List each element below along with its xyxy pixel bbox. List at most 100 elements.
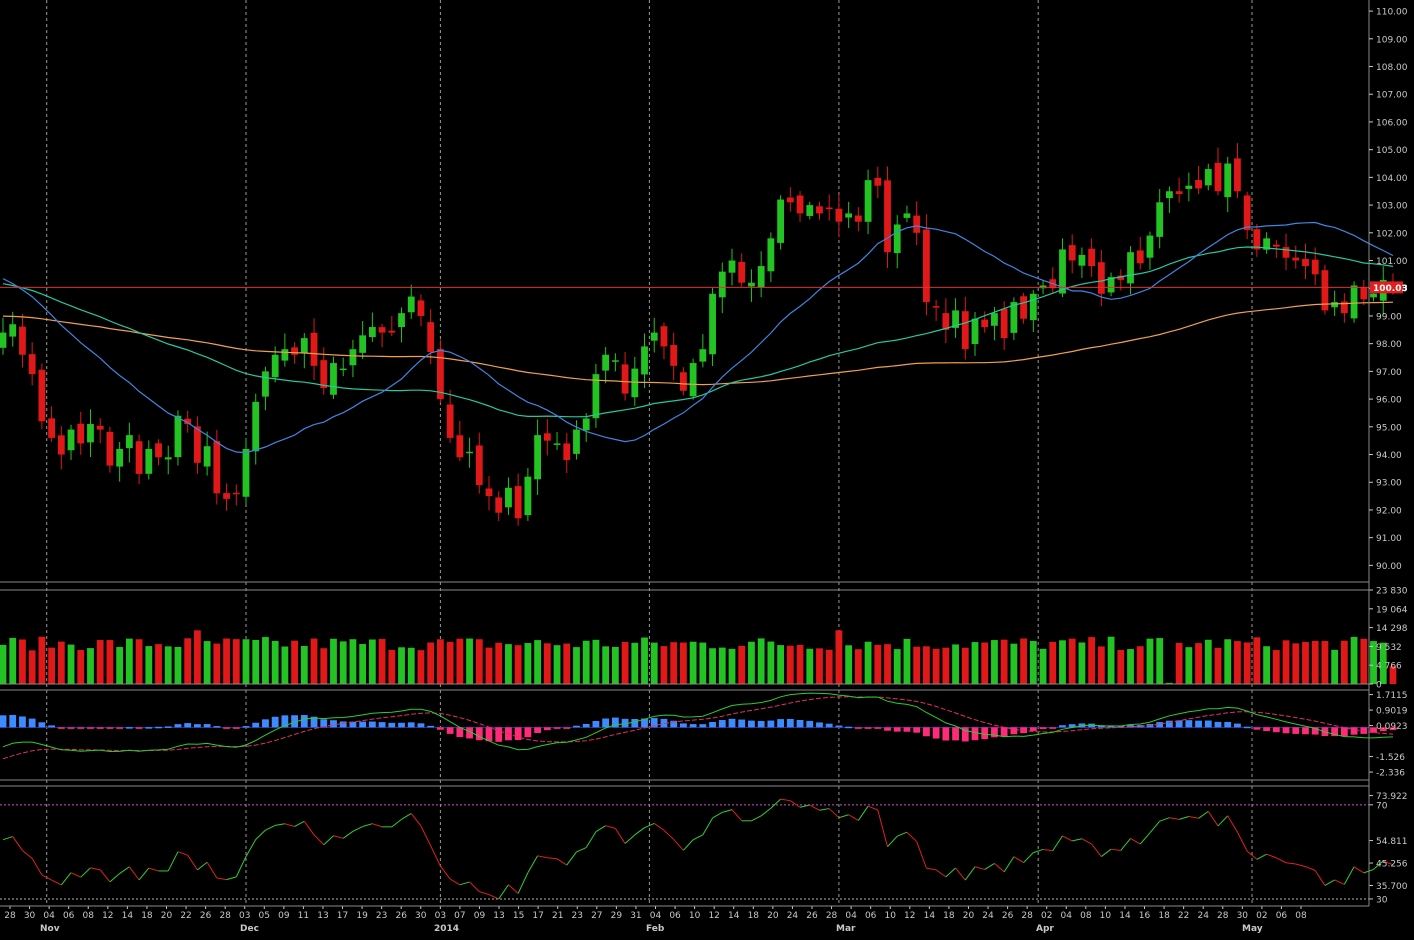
macd-histogram-bar: [650, 718, 658, 728]
y-tick-label: 95.00: [1376, 423, 1402, 433]
volume-bar: [1272, 650, 1280, 684]
volume-bar: [971, 642, 979, 684]
macd-histogram-bar: [602, 718, 610, 728]
y-tick-label: 92.00: [1376, 506, 1402, 516]
rsi-segment: [1042, 848, 1053, 852]
candle-body: [1068, 245, 1076, 261]
candle-body: [767, 238, 775, 272]
volume-bar: [456, 638, 464, 684]
macd-histogram-bar: [359, 721, 367, 728]
x-tick-label: 13: [493, 911, 504, 921]
candle-body: [48, 418, 55, 438]
x-tick-label: 30: [1237, 911, 1249, 921]
volume-bar: [689, 641, 697, 684]
rsi-segment: [148, 867, 159, 872]
macd-histogram-bar: [466, 727, 473, 739]
x-tick-label: 28: [826, 911, 838, 921]
macd-histogram-bar: [573, 725, 580, 728]
volume-bar: [116, 647, 124, 684]
volume-bar: [0, 644, 7, 684]
rsi-segment: [722, 809, 733, 813]
macd-histogram-bar: [1185, 720, 1193, 728]
macd-histogram-bar: [786, 718, 794, 728]
volume-bar: [232, 639, 240, 684]
rsi-segment: [362, 823, 373, 828]
candle-body: [514, 486, 522, 519]
volume-bar: [786, 645, 794, 684]
rsi-segment: [547, 857, 558, 860]
candle-body: [1136, 250, 1144, 264]
volume-bar: [1331, 649, 1339, 684]
y-tick-label: 98.00: [1376, 340, 1402, 350]
candle-body: [971, 318, 979, 345]
x-tick-label: 09: [474, 911, 486, 921]
rsi-segment: [877, 809, 889, 847]
x-month-label: Nov: [40, 924, 60, 934]
macd-panel: 1.7115 0.9019 0.0923 -1.526 -2.336: [0, 691, 1408, 779]
rsi-segment: [245, 839, 257, 857]
rsi-segment: [99, 869, 111, 883]
macd-tick-label: 0.0923: [1376, 722, 1408, 732]
volume-bar: [903, 638, 911, 684]
macd-histogram-bar: [1311, 727, 1319, 735]
rsi-segment: [1111, 848, 1121, 851]
volume-bar: [563, 643, 571, 684]
macd-histogram-bar: [1214, 721, 1222, 728]
volume-bar: [641, 637, 648, 684]
x-tick-label: 18: [748, 911, 760, 921]
rsi-segment: [1217, 815, 1229, 827]
candle-body: [223, 493, 230, 499]
volume-bar: [1302, 641, 1309, 684]
macd-histogram-bar: [310, 716, 318, 728]
macd-histogram-bar: [961, 727, 969, 742]
last-price-label: 100.03: [1373, 284, 1408, 294]
volume-tick-label: 14 298: [1376, 624, 1408, 634]
y-tick-label: 104.00: [1376, 174, 1408, 184]
volume-bar: [631, 642, 639, 684]
candle-body: [1175, 191, 1183, 194]
volume-bar: [884, 644, 891, 684]
volume-bar: [466, 638, 473, 684]
x-tick-label: 14: [122, 911, 134, 921]
candle-body: [670, 345, 678, 366]
rsi-segment: [342, 830, 354, 839]
rsi-segment: [138, 867, 150, 881]
rsi-segment: [673, 839, 684, 851]
candle-body: [718, 271, 726, 298]
macd-histogram-bar: [398, 722, 405, 728]
candle-body: [680, 372, 687, 391]
macd-histogram-bar: [388, 722, 396, 728]
candle-body: [1097, 262, 1105, 294]
macd-histogram-bar: [874, 727, 882, 729]
volume-bar: [1321, 641, 1329, 684]
macd-histogram-bar: [1000, 727, 1008, 737]
candle-body: [845, 213, 853, 218]
macd-histogram-bar: [1234, 723, 1241, 728]
x-tick-label: 19: [356, 911, 368, 921]
candle-body: [981, 319, 989, 328]
rsi-segment: [12, 836, 23, 851]
macd-histogram-bar: [893, 727, 901, 732]
volume-bar: [495, 642, 503, 684]
x-tick-label: 02: [1041, 911, 1052, 921]
volume-bar: [728, 648, 736, 684]
candle-body: [1185, 185, 1193, 189]
candle-body: [728, 260, 736, 273]
candle-body: [1146, 235, 1154, 258]
volume-bar: [368, 639, 376, 684]
candle-body: [164, 457, 172, 460]
x-tick-label: 24: [982, 911, 994, 921]
rsi-segment: [31, 858, 43, 876]
x-month-label: May: [1242, 924, 1263, 934]
macd-histogram-bar: [903, 727, 911, 732]
rsi-segment: [809, 804, 820, 811]
x-month-label: Feb: [646, 924, 665, 934]
macd-histogram-bar: [670, 720, 678, 728]
candle-body: [9, 324, 17, 337]
rsi-segment: [1023, 852, 1034, 863]
candle-body: [903, 213, 911, 218]
rsi-segment: [313, 834, 325, 846]
candle-body: [184, 418, 192, 425]
macd-histogram-bar: [1010, 727, 1018, 735]
